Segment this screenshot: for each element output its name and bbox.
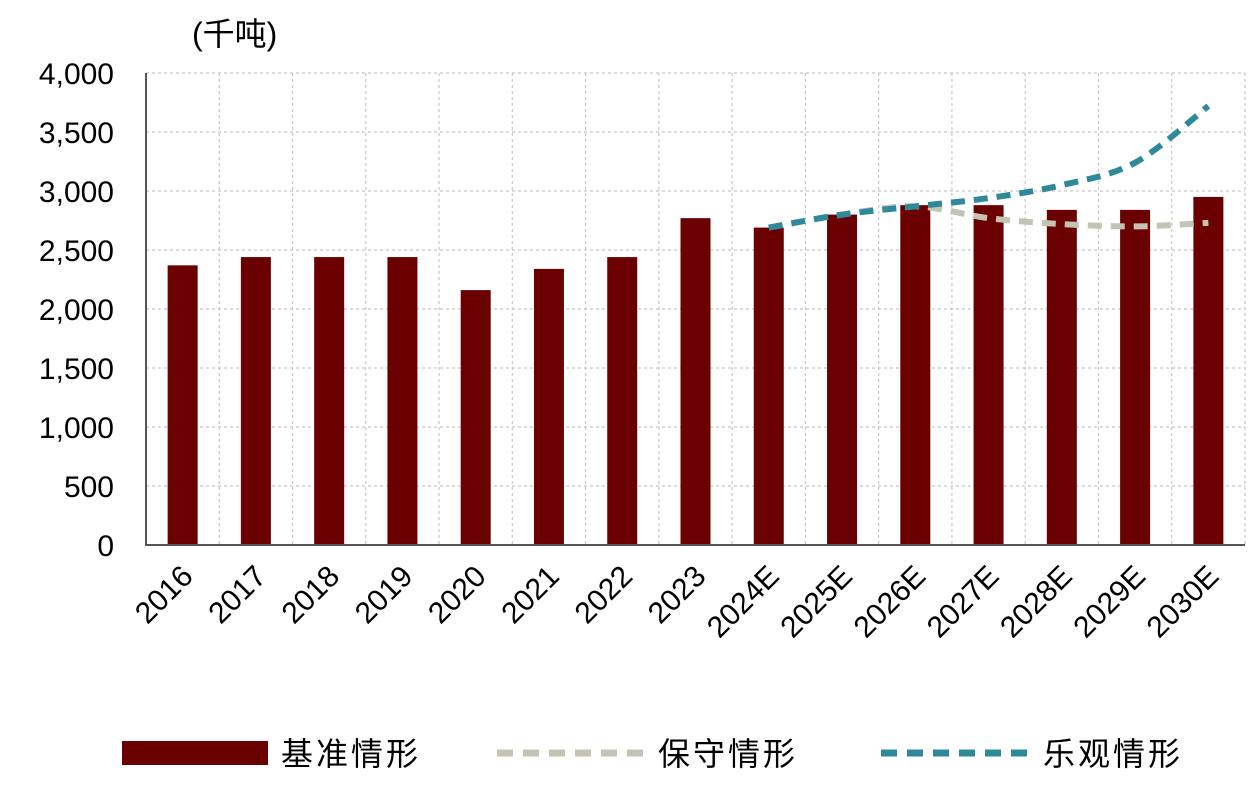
line-series [768,103,1211,231]
bar [827,214,858,545]
x-tick-label: 2021 [495,560,566,631]
x-tick-label: 2030E [1141,560,1226,645]
bar [460,290,491,545]
dashed-series-line [768,103,1211,231]
x-tick-label: 2028E [994,560,1079,645]
x-tick-label: 2017 [202,560,273,631]
bar [314,257,345,545]
y-tick-label: 500 [64,471,114,504]
axes [145,73,1245,546]
bar [900,205,931,545]
x-tick-labels: 2016 2017 2018 2019 2020 2021 2022 20232024E202… [129,560,1225,645]
bar [753,227,784,545]
x-tick-label: 2022 [569,560,640,631]
x-tick-label: 2024E [701,560,786,645]
x-tick-label: 2027E [921,560,1006,645]
y-tick-label: 2,500 [39,235,114,268]
bar [1120,209,1151,545]
bar [533,268,564,545]
y-tick-label: 4,000 [39,58,114,91]
bar [167,265,198,545]
legend-label: 乐观情形 [1043,735,1183,773]
y-tick-label: 1,000 [39,412,114,445]
x-tick-label: 2025E [774,560,859,645]
bar [1193,196,1224,545]
legend-swatch-bar [122,741,268,765]
legend: 基准情形 保守情形 乐观情形 [122,735,1183,773]
bar [680,218,711,545]
x-tick-label: 2016 [129,560,200,631]
y-unit-label: (千吨) [192,16,277,52]
x-tick-label: 2019 [349,560,420,631]
y-tick-label: 3,000 [39,176,114,209]
bar [240,257,271,545]
y-tick-label: 2,000 [39,294,114,327]
bar-series [167,196,1224,545]
x-tick-label: 2026E [848,560,933,645]
y-tick-label: 1,500 [39,353,114,386]
x-tick-label: 2020 [422,560,493,631]
x-tick-label: 2029E [1067,560,1152,645]
bar [973,205,1004,545]
gridlines [146,72,1246,545]
y-tick-label: 3,500 [39,117,114,150]
bar [1046,209,1077,545]
bar [607,257,638,545]
legend-label: 基准情形 [281,735,421,773]
bar [387,257,418,545]
y-tick-label: 0 [97,530,114,563]
x-tick-label: 2018 [276,560,347,631]
y-tick-labels: 0 500 1,000 1,500 2,000 2,500 3,000 3,500 4,000 [39,58,114,563]
legend-label: 保守情形 [658,735,798,773]
